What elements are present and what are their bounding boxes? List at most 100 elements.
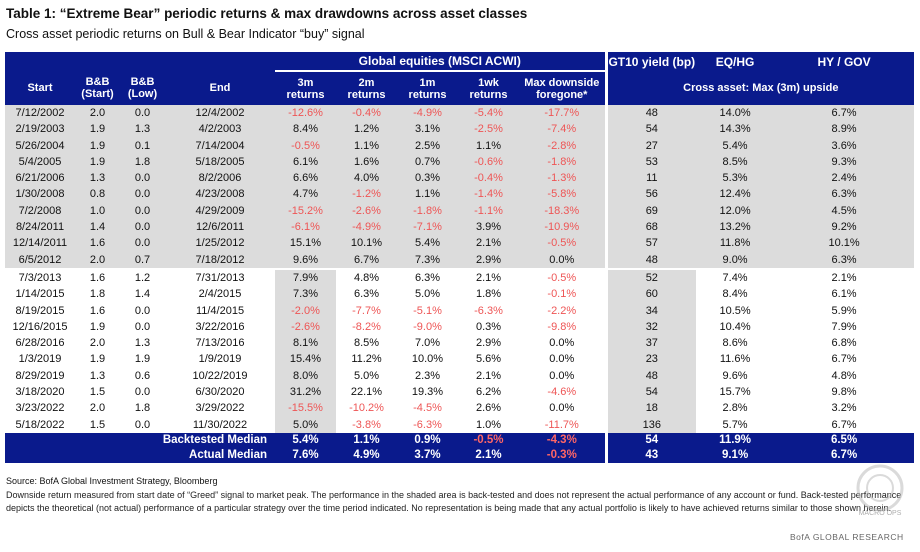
cell-ret-3m: -2.6% [275,318,336,336]
cell-eq-hg: 8.5% [696,153,775,171]
cell-max-downside: 0.0% [549,402,575,415]
cell-end-date: 10/22/2019 [192,369,248,382]
header-bb-start: B&B (Start) [75,71,120,105]
cell-gt10-yield: 60 [604,286,697,303]
returns-table: Global equities (MSCI ACWI) GT10 yield (… [5,52,915,463]
cell-start-date: 1/30/2008 [5,186,75,203]
footer-cell: 0.9% [397,432,458,448]
cell-bb-low: 0.1 [120,137,165,154]
cell-ret-2m: 5.0% [353,369,380,382]
header-end: End [165,71,275,105]
cell-bb-start: 1.5 [89,418,106,431]
cell-end-date: 12/4/2002 [165,105,275,122]
cell-eq-hg: 5.4% [696,137,775,154]
cell-ret-2m: 6.3% [353,288,380,301]
cell-max-downside: -9.8% [547,320,577,333]
cell-bb-low: 0.0 [120,219,165,236]
cell-ret-1wk: -2.5% [458,121,519,138]
cell-ret-2m: 1.1% [336,137,397,154]
cell-eq-hg: 11.8% [696,235,775,252]
cell-bb-low: 1.8 [120,153,165,171]
cell-eq-hg: 9.0% [696,251,775,269]
table-row: 12/16/2015 1.9 0.0 3/22/2016 -2.6% -8.2% -9.0%… [5,318,914,336]
cell-bb-start: 1.9 [89,353,106,366]
table-row: 3/23/2022 2.0 1.8 3/29/2022 -15.5% -10.2% -4.5… [5,400,914,417]
cell-hy-gov: 2.4% [774,170,915,187]
cell-hy-gov: 7.9% [831,320,857,333]
cell-ret-1wk: 1.0% [475,418,502,431]
cell-end-date: 1/9/2019 [198,353,242,366]
cell-gt10-yield: 11 [604,170,697,187]
cell-max-downside: -0.5% [519,235,607,252]
header-bb-low: B&B (Low) [120,71,165,105]
cell-ret-1m: 7.0% [414,337,441,350]
footer-cell: 6.7% [774,447,915,463]
disclaimer-text: Downside return measured from start date… [6,490,902,513]
cell-start-date: 8/19/2015 [15,304,65,317]
cell-ret-1wk: -1.1% [458,202,519,220]
cell-gt10-yield: 48 [604,251,697,269]
cell-end-date: 7/31/2013 [165,267,275,287]
cell-ret-1m: 7.3% [397,251,458,269]
cell-gt10-yield: 68 [604,219,697,236]
cell-bb-low: 0.0 [120,105,165,122]
cell-ret-1m: -7.1% [397,219,458,236]
cell-bb-start: 1.6 [75,235,120,252]
cell-gt10-yield: 48 [604,105,697,122]
cell-hy-gov: 5.9% [831,304,857,317]
cell-ret-1m: 3.1% [397,121,458,138]
cell-ret-1wk: 5.6% [475,353,502,366]
cell-bb-start: 2.0 [89,402,106,415]
cell-ret-2m: -0.4% [336,105,397,122]
footer-cell: 9.1% [696,447,775,463]
footer-cell: 7.6% [275,447,336,463]
table-row: 7/12/2002 2.0 0.0 12/4/2002 -12.6% -0.4% -4.9%… [5,105,915,122]
cell-ret-1wk: -6.3% [474,304,503,317]
cell-bb-low: 0.0 [120,202,165,220]
table-row: 6/5/2012 2.0 0.7 7/18/2012 9.6% 6.7% 7.3% 2.9% 0… [5,251,915,269]
table-row: 1/30/2008 0.8 0.0 4/23/2008 4.7% -1.2% 1.1% -1.… [5,186,915,203]
header-max-downside: Max downside foregone* [519,71,607,105]
cell-ret-1m: -9.0% [413,320,442,333]
table-row: 5/4/2005 1.9 1.8 5/18/2005 6.1% 1.6% 0.7% -0.6%… [5,153,915,171]
cell-ret-1wk: 6.2% [475,386,502,399]
cell-bb-start: 1.9 [75,153,120,171]
cell-end-date: 7/14/2004 [165,137,275,154]
cell-ret-1m: 2.3% [414,369,441,382]
cell-ret-2m: 4.8% [336,267,397,287]
cell-ret-1wk: -1.4% [458,186,519,203]
cell-end-date: 11/30/2022 [192,418,248,431]
cell-end-date: 4/23/2008 [165,186,275,203]
cell-start-date: 5/4/2005 [5,153,75,171]
cell-ret-1wk: -0.4% [458,170,519,187]
cell-bb-low: 0.7 [120,251,165,269]
cell-end-date: 7/18/2012 [165,251,275,269]
header-1wk-returns: 1wk returns [458,71,519,105]
cell-bb-low: 1.3 [120,121,165,138]
cell-gt10-yield: 54 [604,121,697,138]
table-row: 7/2/2008 1.0 0.0 4/29/2009 -15.2% -2.6% -1.8% -… [5,202,915,220]
cell-ret-1m: -5.1% [413,304,442,317]
cell-gt10-yield: 57 [604,235,697,252]
table-row: 1/3/2019 1.9 1.9 1/9/2019 15.4% 11.2% 10.0% 5.6… [5,351,914,368]
cell-hy-gov: 6.3% [774,251,915,269]
cell-eq-hg: 11.6% [719,353,751,366]
cell-ret-2m: 1.2% [336,121,397,138]
cell-hy-gov: 6.7% [831,418,857,431]
cell-ret-2m: 11.2% [351,353,382,366]
table-row: 6/28/2016 2.0 1.3 7/13/2016 8.1% 8.5% 7.0% 2.9%… [5,335,914,352]
cell-bb-low: 0.0 [120,235,165,252]
cell-start-date: 6/5/2012 [5,251,75,269]
cell-ret-3m: 15.1% [275,235,336,252]
cell-max-downside: 0.0% [519,251,607,269]
cell-eq-hg: 8.4% [722,288,748,301]
cell-max-downside: -17.7% [519,105,607,122]
footer-cell: 3.7% [397,447,458,463]
header-3m-returns: 3m returns [275,71,336,105]
header-hy-gov: HY / GOV [774,52,915,71]
cell-start-date: 3/23/2022 [15,402,65,415]
header-gt10-yield: GT10 yield (bp) [604,52,697,71]
header-blank [5,52,275,71]
cell-bb-low: 0.0 [134,386,151,399]
cell-start-date: 12/14/2011 [5,235,75,252]
